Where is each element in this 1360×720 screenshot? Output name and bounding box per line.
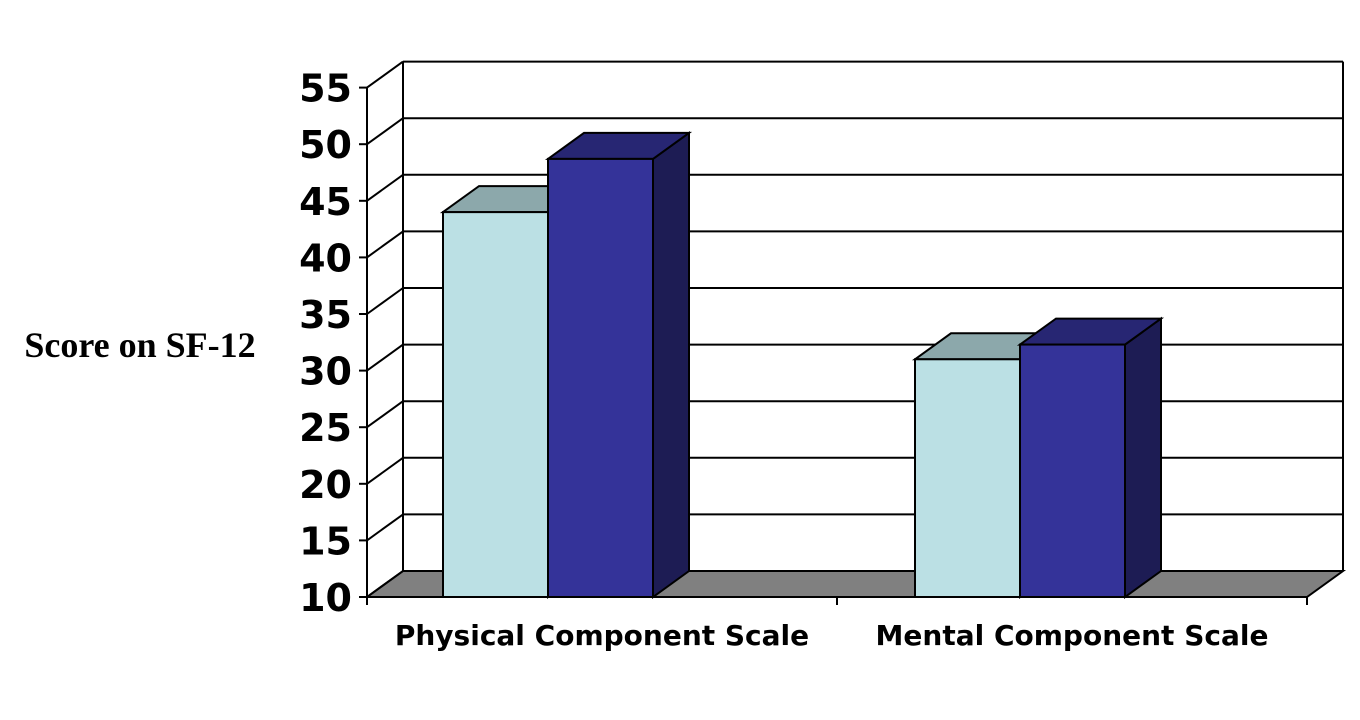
side-wall-gridline (366, 400, 404, 429)
bar-side (1124, 316, 1162, 599)
y-tick-label: 40 (299, 236, 352, 280)
y-tick-label: 50 (299, 123, 352, 167)
side-wall-gridline (366, 230, 404, 259)
x-category-label: Physical Component Scale (395, 619, 809, 652)
side-wall-gridline (366, 117, 404, 146)
bar-front (442, 211, 549, 598)
side-wall-gridline (366, 570, 404, 598)
y-tick-label: 55 (299, 67, 352, 111)
y-tick-label: 10 (299, 576, 352, 620)
bar-front (1019, 343, 1126, 598)
bar (544, 130, 693, 599)
y-tick-label: 20 (299, 463, 352, 507)
side-wall-gridline (366, 287, 404, 315)
side-wall-gridline (366, 513, 404, 542)
y-tick-label: 25 (299, 406, 352, 450)
bar-front (547, 157, 654, 599)
y-tick-label: 45 (299, 180, 352, 224)
y-tick-label: 30 (299, 350, 352, 394)
bar (1016, 316, 1165, 599)
side-wall-gridline (366, 456, 404, 485)
x-category-label: Mental Component Scale (876, 619, 1269, 652)
bar-front (914, 358, 1021, 598)
bar-side (652, 130, 690, 599)
y-tick-label: 15 (299, 519, 352, 563)
y-axis-label: Score on SF-12 (24, 325, 255, 365)
side-wall-gridline (366, 343, 404, 372)
side-wall-gridline (366, 60, 404, 89)
side-wall-gridline (366, 173, 404, 202)
y-tick-label: 35 (299, 293, 352, 337)
